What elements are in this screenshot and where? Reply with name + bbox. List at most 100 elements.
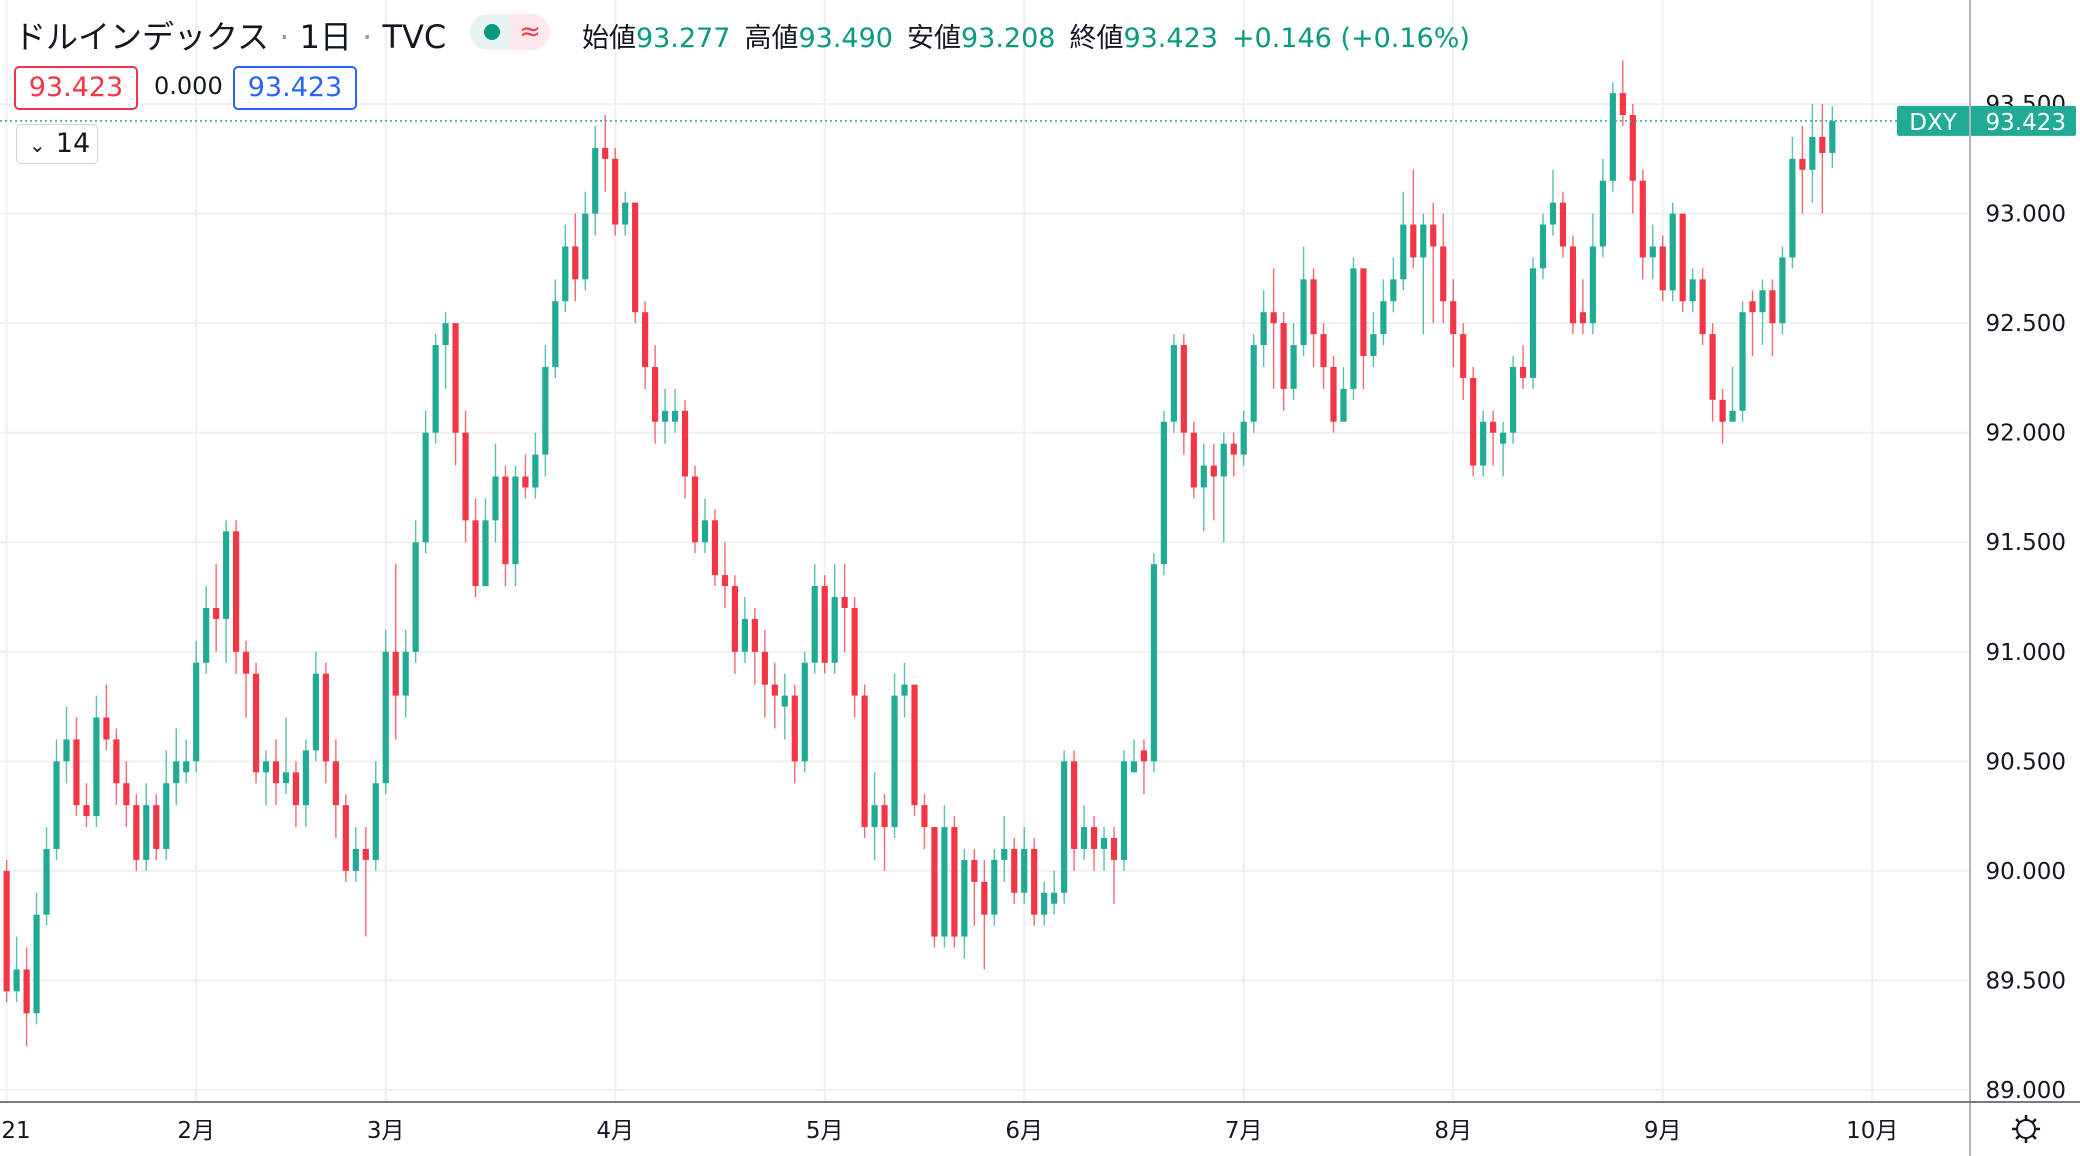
candle-body — [372, 783, 379, 860]
candle-body — [1609, 93, 1616, 181]
candle-body — [1539, 224, 1547, 269]
candle-body — [462, 432, 469, 521]
candle-body — [1260, 312, 1267, 346]
y-tick-label: 93.000 — [1986, 202, 2066, 228]
candle-body — [213, 607, 220, 619]
candle-body — [292, 772, 300, 806]
candle-body — [1021, 848, 1028, 893]
candle-body — [1390, 279, 1397, 302]
y-tick-label: 92.500 — [1986, 311, 2066, 337]
y-tick-label: 91.000 — [1986, 640, 2066, 666]
candle-body — [891, 695, 898, 828]
status-dot — [484, 24, 500, 40]
status-badge[interactable]: ≈ — [470, 14, 550, 50]
candle-body — [352, 848, 359, 871]
ohlc-value: 93.277 — [636, 23, 731, 54]
candle-body — [592, 147, 599, 214]
candle-body — [252, 673, 260, 773]
candle-body — [1519, 366, 1527, 378]
candle-body — [332, 761, 339, 806]
candle-body — [113, 739, 120, 784]
candle-body — [602, 147, 609, 159]
candle-body — [1470, 377, 1477, 466]
candle-body — [1051, 892, 1058, 904]
y-tick-label: 89.000 — [1986, 1078, 2066, 1104]
candle-body — [412, 542, 419, 652]
candle-body — [1729, 410, 1736, 422]
y-tick-label: 92.000 — [1986, 421, 2066, 447]
candle-body — [492, 476, 499, 521]
candle-body — [1450, 301, 1457, 335]
x-tick-label: 2月 — [177, 1118, 215, 1144]
candle-body — [1340, 388, 1347, 422]
candle-body — [422, 432, 429, 543]
candle-body — [1819, 136, 1826, 153]
candle-body — [143, 805, 150, 860]
candle-body — [312, 673, 319, 751]
candle-body — [1639, 180, 1646, 258]
candle-body — [1310, 279, 1317, 335]
candle-body — [1250, 345, 1257, 422]
interval: 1日 — [299, 18, 352, 56]
candle-body — [1579, 312, 1587, 324]
candle-body — [642, 312, 649, 367]
candle-body — [282, 772, 290, 784]
candle-body — [223, 531, 230, 619]
candle-body — [951, 827, 958, 937]
gear-tooth — [2015, 1118, 2021, 1124]
candle-body — [701, 520, 709, 543]
y-tick-label: 89.500 — [1986, 968, 2066, 994]
bid-box[interactable]: 93.423 — [14, 66, 138, 110]
candle-body — [1270, 312, 1277, 324]
candle-body — [931, 827, 938, 937]
candle-body — [1589, 246, 1596, 324]
gear-tooth — [2031, 1134, 2037, 1140]
candle-body — [472, 520, 479, 587]
spread: 0.000 — [154, 72, 223, 100]
candle-body — [93, 717, 100, 817]
candles — [3, 60, 1836, 1047]
symbol-tag — [1897, 105, 1970, 136]
candle-body — [791, 695, 798, 762]
candle-body — [1460, 334, 1467, 378]
candle-body — [582, 213, 589, 280]
candle-body — [721, 575, 729, 587]
candle-body — [821, 586, 828, 663]
candle-body — [133, 805, 140, 860]
y-tick-label: 90.000 — [1986, 859, 2066, 885]
candle-body — [1001, 848, 1008, 860]
candle-body — [83, 805, 90, 817]
candle-body — [382, 651, 389, 784]
settings-icon[interactable] — [2012, 1115, 2040, 1143]
gear-tooth — [2031, 1118, 2037, 1124]
candle-body — [1031, 848, 1038, 915]
candle-body — [1829, 120, 1836, 153]
candle-body — [1400, 224, 1407, 280]
candle-body — [542, 366, 549, 455]
candle-body — [731, 586, 739, 652]
candle-body — [1529, 268, 1537, 378]
candle-body — [671, 410, 679, 422]
title-row: ドルインデックス · 1日 · TVC — [14, 18, 447, 56]
gear-tooth — [2015, 1134, 2021, 1140]
candle-body — [53, 761, 60, 849]
candle-body — [392, 651, 399, 696]
candle-body — [1739, 312, 1746, 411]
ohlc-label: 終値 — [1069, 23, 1124, 54]
ask-box[interactable]: 93.423 — [233, 66, 357, 110]
candle-body — [1749, 301, 1756, 313]
candle-body — [1679, 213, 1686, 302]
candle-body — [1779, 257, 1786, 324]
candle-body — [1669, 213, 1676, 291]
candle-body — [1110, 838, 1118, 860]
candle-body — [781, 695, 788, 707]
candle-body — [562, 246, 569, 302]
candle-body — [342, 805, 349, 871]
x-tick-label: 21 — [1, 1118, 30, 1144]
candle-body — [1140, 750, 1148, 762]
candle-body — [1240, 421, 1247, 455]
indicator-toggle[interactable]: ⌄ 14 — [16, 124, 98, 164]
gear-ring — [2016, 1119, 2036, 1139]
candle-body — [1011, 848, 1018, 893]
